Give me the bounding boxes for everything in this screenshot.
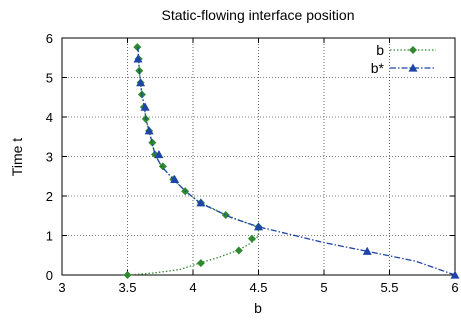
data-point <box>136 78 146 87</box>
y-tick-label: 2 <box>46 189 53 204</box>
data-point <box>254 222 263 231</box>
legend-marker <box>409 46 417 54</box>
x-tick-label: 4 <box>189 280 196 295</box>
data-point <box>170 174 180 184</box>
x-tick-label: 4.5 <box>249 280 267 295</box>
y-tick-label: 5 <box>46 71 53 86</box>
data-point <box>140 102 150 111</box>
data-point <box>362 246 372 255</box>
y-tick-label: 4 <box>46 110 53 125</box>
data-point <box>196 259 205 268</box>
data-point <box>221 210 230 219</box>
data-point <box>450 270 460 279</box>
x-tick-label: 3.5 <box>118 280 136 295</box>
y-tick-label: 6 <box>46 31 53 46</box>
y-tick-label: 0 <box>46 268 53 283</box>
y-tick-label: 1 <box>46 229 53 244</box>
data-point <box>123 271 132 279</box>
legend-marker <box>408 63 418 72</box>
legend: b b* <box>371 42 436 76</box>
data-point <box>154 150 164 159</box>
x-tick-label: 3 <box>58 280 65 295</box>
y-tick-label: 3 <box>46 150 53 165</box>
data-point <box>234 246 243 255</box>
data-point <box>158 162 167 171</box>
x-tick-label: 5.5 <box>380 280 398 295</box>
series-line <box>137 47 456 276</box>
data-point <box>196 198 206 207</box>
legend-label: b* <box>371 60 385 76</box>
x-axis-title: b <box>254 300 262 316</box>
legend-label: b <box>376 42 384 58</box>
series-layer <box>123 43 460 279</box>
data-point <box>133 43 142 52</box>
tick-labels: 3 3.5 4 4.5 5 5.5 6 0 1 2 3 4 5 6 <box>46 31 459 295</box>
x-tick-label: 6 <box>451 280 458 295</box>
y-axis-title: Time t <box>9 138 25 176</box>
data-point <box>133 54 143 63</box>
series-b-star <box>133 47 460 279</box>
data-point <box>148 138 157 147</box>
data-point <box>247 234 256 243</box>
x-tick-label: 5 <box>320 280 327 295</box>
data-point <box>144 126 154 135</box>
chart-title: Static-flowing interface position <box>162 7 355 23</box>
grid-lines <box>62 38 455 275</box>
